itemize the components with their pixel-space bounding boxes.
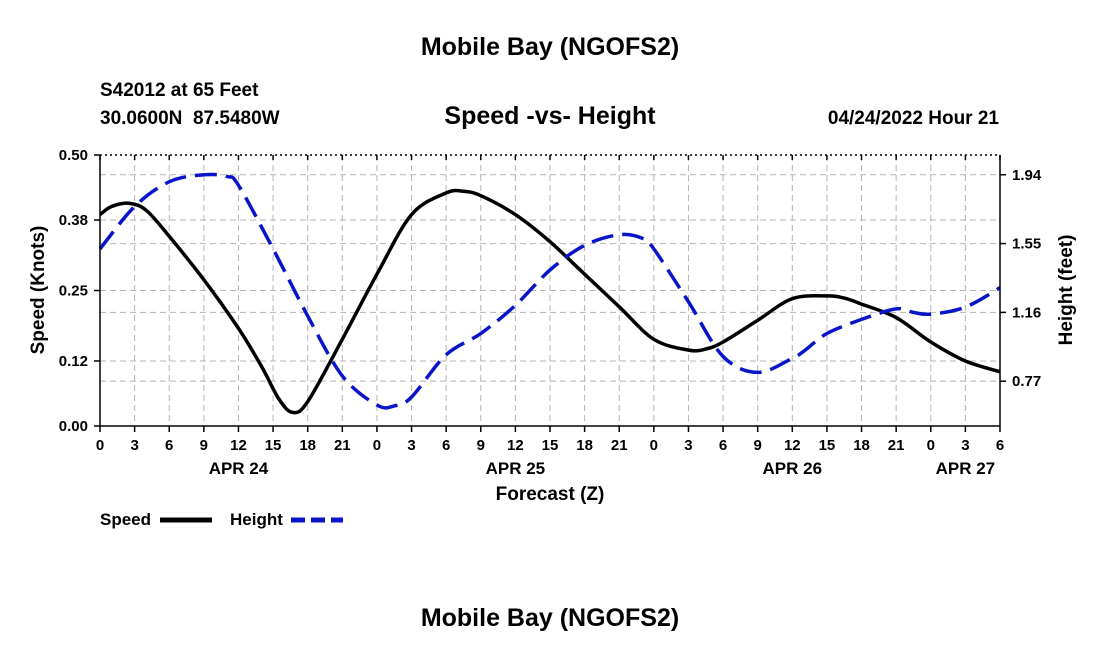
x-tick-label: 12 <box>230 437 247 454</box>
grid-lines <box>100 155 1000 426</box>
x-tick-label: 0 <box>373 437 381 454</box>
x-tick-label: 21 <box>334 437 351 454</box>
x-tick-label: 9 <box>754 437 762 454</box>
y2-tick-label: 0.77 <box>1012 373 1041 390</box>
main-title: Mobile Bay (NGOFS2) <box>421 33 679 61</box>
x-tick-label: 3 <box>684 437 692 454</box>
data-series <box>98 172 1001 415</box>
legend: Speed Height <box>100 510 343 529</box>
station-label: S42012 at 65 Feet <box>100 80 259 101</box>
x-axis-title: Forecast (Z) <box>496 484 605 505</box>
footer-title: Mobile Bay (NGOFS2) <box>421 604 679 632</box>
x-tick-label: 3 <box>130 437 138 454</box>
timestamp-label: 04/24/2022 Hour 21 <box>828 108 1000 129</box>
x-tick-label: 9 <box>477 437 485 454</box>
chart-subtitle: Speed -vs- Height <box>444 102 656 130</box>
x-tick-label: 3 <box>961 437 969 454</box>
tick-labels: 0 3 6 9 12 15 18 21 0 3 6 9 12 15 18 21 0 3 6 9 12 15 18 21 0 3 6A… <box>59 147 1042 478</box>
date-label: APR 25 <box>486 459 546 478</box>
x-tick-label: 12 <box>507 437 524 454</box>
y2-tick-label: 1.55 <box>1012 236 1041 253</box>
date-label: APR 27 <box>936 459 996 478</box>
x-tick-label: 0 <box>96 437 104 454</box>
x-tick-label: 6 <box>442 437 450 454</box>
x-tick-label: 12 <box>784 437 801 454</box>
x-tick-label: 18 <box>299 437 316 454</box>
date-label: APR 26 <box>763 459 823 478</box>
x-tick-label: 0 <box>927 437 935 454</box>
x-tick-label: 9 <box>200 437 208 454</box>
legend-speed-label: Speed <box>100 510 151 529</box>
y-tick-label: 0.25 <box>59 283 88 300</box>
x-tick-label: 0 <box>650 437 658 454</box>
x-tick-label: 6 <box>165 437 173 454</box>
x-tick-label: 15 <box>819 437 836 454</box>
legend-height-label: Height <box>230 510 283 529</box>
x-tick-label: 6 <box>719 437 727 454</box>
coordinates-label: 30.0600N 87.5480W <box>100 108 280 129</box>
y-tick-label: 0.12 <box>59 353 88 370</box>
y-tick-label: 0.50 <box>59 147 88 164</box>
y-tick-label: 0.38 <box>59 212 88 229</box>
y2-tick-label: 1.94 <box>1012 167 1042 184</box>
x-tick-label: 15 <box>542 437 559 454</box>
y-axis-title: Speed (Knots) <box>28 226 49 355</box>
x-tick-label: 18 <box>576 437 593 454</box>
speed-series-line <box>98 188 1001 415</box>
x-tick-label: 18 <box>853 437 870 454</box>
y2-tick-label: 1.16 <box>1012 304 1041 321</box>
x-tick-label: 6 <box>996 437 1004 454</box>
x-tick-label: 3 <box>407 437 415 454</box>
x-tick-label: 21 <box>611 437 628 454</box>
axes <box>94 154 1006 432</box>
x-tick-label: 21 <box>888 437 905 454</box>
y2-axis-title: Height (feet) <box>1056 235 1077 346</box>
x-tick-label: 15 <box>265 437 282 454</box>
height-series-line <box>98 172 1001 410</box>
date-label: APR 24 <box>209 459 269 478</box>
y-tick-label: 0.00 <box>59 418 88 435</box>
